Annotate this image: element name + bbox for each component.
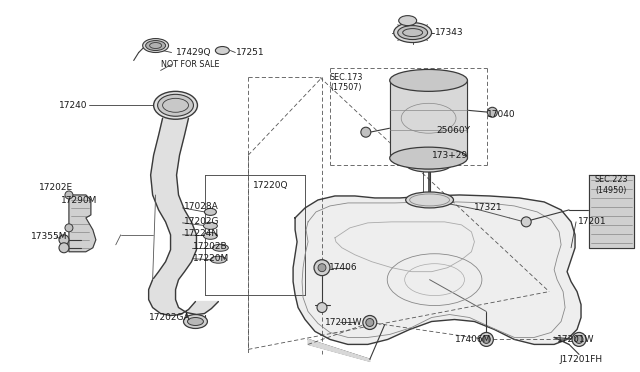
Polygon shape bbox=[148, 280, 218, 315]
Ellipse shape bbox=[390, 70, 467, 92]
Text: NOT FOR SALE: NOT FOR SALE bbox=[161, 60, 219, 69]
Text: 173+29: 173+29 bbox=[431, 151, 468, 160]
Text: J17201FH: J17201FH bbox=[559, 355, 602, 364]
Ellipse shape bbox=[212, 244, 228, 251]
Ellipse shape bbox=[394, 23, 431, 42]
Text: 17201W: 17201W bbox=[325, 318, 362, 327]
Text: 25060Y: 25060Y bbox=[436, 126, 470, 135]
Circle shape bbox=[65, 191, 73, 199]
Text: 17355M: 17355M bbox=[31, 232, 68, 241]
Text: 17201W: 17201W bbox=[557, 335, 595, 344]
Circle shape bbox=[363, 315, 377, 330]
Ellipse shape bbox=[184, 314, 207, 328]
Circle shape bbox=[366, 318, 374, 327]
Text: 17202E: 17202E bbox=[39, 183, 73, 192]
Text: 17290M: 17290M bbox=[61, 196, 97, 205]
Ellipse shape bbox=[216, 46, 229, 54]
Ellipse shape bbox=[143, 39, 168, 52]
Circle shape bbox=[317, 302, 327, 312]
Ellipse shape bbox=[204, 222, 218, 229]
Text: 17224N: 17224N bbox=[184, 229, 219, 238]
Ellipse shape bbox=[404, 154, 452, 172]
Text: 17343: 17343 bbox=[435, 28, 463, 37]
Text: SEC.223
(14950): SEC.223 (14950) bbox=[595, 175, 628, 195]
Ellipse shape bbox=[211, 256, 227, 263]
Text: 17220Q: 17220Q bbox=[253, 180, 289, 189]
Circle shape bbox=[483, 336, 490, 343]
Circle shape bbox=[59, 243, 69, 253]
Circle shape bbox=[59, 235, 69, 245]
Ellipse shape bbox=[397, 26, 428, 39]
Text: 17406: 17406 bbox=[329, 263, 358, 272]
Text: 17406M: 17406M bbox=[454, 335, 491, 344]
Circle shape bbox=[572, 333, 586, 346]
Text: 17202B: 17202B bbox=[193, 242, 227, 251]
Ellipse shape bbox=[154, 92, 198, 119]
Circle shape bbox=[361, 127, 371, 137]
Circle shape bbox=[314, 260, 330, 276]
Polygon shape bbox=[293, 195, 581, 344]
Ellipse shape bbox=[390, 147, 467, 169]
Text: 17202G: 17202G bbox=[184, 217, 219, 227]
Polygon shape bbox=[308, 339, 370, 361]
Text: SEC.173
(17507): SEC.173 (17507) bbox=[330, 73, 364, 92]
Ellipse shape bbox=[406, 192, 454, 208]
Polygon shape bbox=[390, 80, 467, 158]
Polygon shape bbox=[150, 118, 196, 280]
Ellipse shape bbox=[204, 208, 216, 215]
Circle shape bbox=[521, 217, 531, 227]
Ellipse shape bbox=[399, 16, 417, 26]
Circle shape bbox=[488, 107, 497, 117]
Polygon shape bbox=[69, 195, 96, 252]
Circle shape bbox=[575, 336, 583, 343]
Ellipse shape bbox=[188, 318, 204, 326]
Ellipse shape bbox=[204, 232, 218, 239]
Text: 17321: 17321 bbox=[474, 203, 503, 212]
Polygon shape bbox=[589, 175, 634, 248]
Ellipse shape bbox=[157, 94, 193, 116]
Text: 17028A: 17028A bbox=[184, 202, 218, 211]
Circle shape bbox=[318, 264, 326, 272]
Text: 17429Q: 17429Q bbox=[175, 48, 211, 57]
Circle shape bbox=[479, 333, 493, 346]
Text: 17202GA: 17202GA bbox=[148, 313, 190, 322]
Text: 17201: 17201 bbox=[578, 217, 607, 227]
Text: 17251: 17251 bbox=[236, 48, 265, 57]
Text: 17240: 17240 bbox=[59, 101, 88, 110]
Text: 17220M: 17220M bbox=[193, 254, 228, 263]
Text: 17040: 17040 bbox=[488, 110, 516, 119]
Circle shape bbox=[65, 224, 73, 232]
Ellipse shape bbox=[146, 41, 166, 51]
